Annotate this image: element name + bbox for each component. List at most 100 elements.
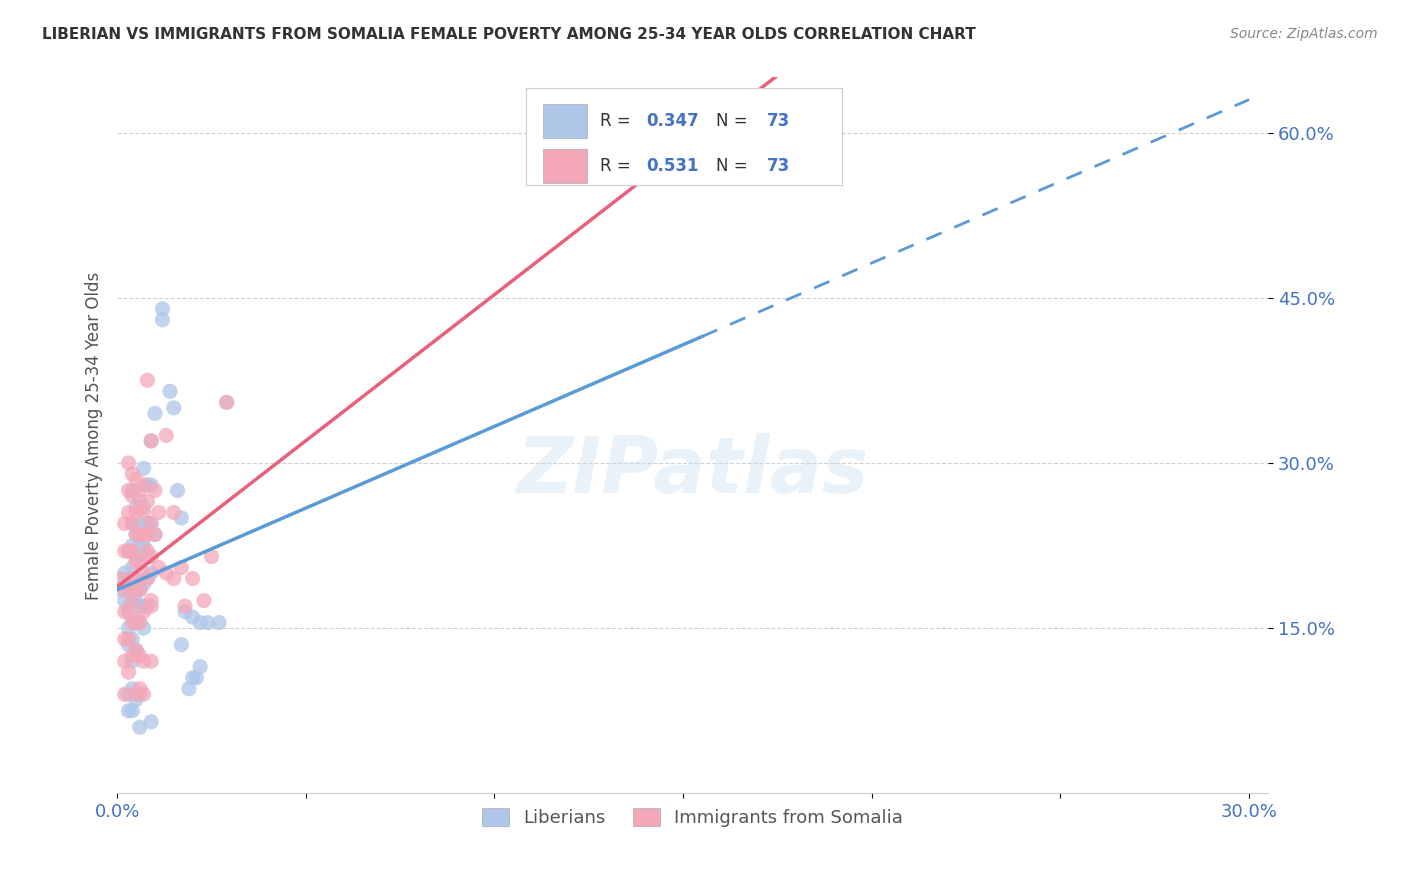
Text: R =: R = (600, 112, 637, 130)
Point (128, 615, 150, 630)
Point (117, 582, 139, 597)
Point (132, 577, 155, 591)
Point (136, 516, 159, 531)
Point (121, 648, 143, 663)
Point (128, 539, 150, 553)
FancyBboxPatch shape (543, 104, 586, 138)
Point (128, 582, 150, 597)
Point (117, 599, 139, 613)
Point (139, 714, 162, 729)
Point (188, 659, 211, 673)
Point (181, 671, 204, 685)
Point (148, 506, 170, 520)
Point (114, 566, 136, 580)
Point (174, 605, 197, 619)
Point (136, 549, 159, 564)
Point (152, 312, 174, 326)
Point (136, 572, 159, 586)
Text: LIBERIAN VS IMMIGRANTS FROM SOMALIA FEMALE POVERTY AMONG 25-34 YEAR OLDS CORRELA: LIBERIAN VS IMMIGRANTS FROM SOMALIA FEMA… (42, 27, 976, 42)
Point (121, 588, 143, 602)
Point (215, 395, 238, 409)
Point (170, 560, 193, 574)
Point (139, 478, 162, 492)
Point (117, 506, 139, 520)
Point (128, 494, 150, 508)
Text: N =: N = (716, 157, 752, 175)
Point (114, 654, 136, 668)
Point (125, 500, 148, 514)
Point (125, 692, 148, 706)
Point (128, 720, 150, 734)
Text: 0.347: 0.347 (647, 112, 699, 130)
Point (117, 456, 139, 470)
Point (121, 560, 143, 574)
Point (114, 632, 136, 647)
Point (128, 681, 150, 696)
Point (132, 500, 155, 514)
Point (200, 549, 222, 564)
Point (163, 572, 186, 586)
Point (136, 527, 159, 541)
Point (125, 643, 148, 657)
Point (181, 610, 204, 624)
Point (121, 544, 143, 558)
Text: 73: 73 (768, 112, 790, 130)
Point (125, 582, 148, 597)
Point (139, 593, 162, 607)
Text: Source: ZipAtlas.com: Source: ZipAtlas.com (1230, 27, 1378, 41)
Point (155, 428, 177, 442)
Point (143, 527, 166, 541)
Point (139, 516, 162, 531)
Point (114, 593, 136, 607)
Text: R =: R = (600, 157, 637, 175)
Point (121, 516, 143, 531)
Point (132, 605, 155, 619)
Point (121, 632, 143, 647)
Point (159, 384, 181, 399)
Point (121, 539, 143, 553)
Point (193, 593, 215, 607)
Point (114, 605, 136, 619)
Point (139, 434, 162, 448)
Point (117, 704, 139, 718)
Point (125, 687, 148, 701)
Point (163, 506, 186, 520)
Point (170, 511, 193, 525)
Point (121, 681, 143, 696)
Point (121, 615, 143, 630)
Point (110, 582, 132, 597)
Point (117, 572, 139, 586)
Point (125, 527, 148, 541)
Point (121, 704, 143, 718)
Point (117, 632, 139, 647)
Point (125, 549, 148, 564)
Point (114, 582, 136, 597)
Point (121, 467, 143, 481)
Point (186, 671, 208, 685)
Point (117, 687, 139, 701)
Point (117, 544, 139, 558)
Point (139, 599, 162, 613)
Point (139, 516, 162, 531)
Point (128, 687, 150, 701)
Point (143, 406, 166, 420)
Text: ZIPatlas: ZIPatlas (516, 434, 869, 509)
Point (139, 549, 162, 564)
Point (117, 605, 139, 619)
Point (117, 577, 139, 591)
Point (125, 615, 148, 630)
Point (132, 599, 155, 613)
Point (181, 572, 204, 586)
FancyBboxPatch shape (526, 88, 842, 185)
Point (114, 577, 136, 591)
Point (132, 539, 155, 553)
Point (136, 478, 159, 492)
Point (166, 483, 188, 498)
Point (143, 483, 166, 498)
Legend: Liberians, Immigrants from Somalia: Liberians, Immigrants from Somalia (475, 801, 911, 834)
Point (121, 572, 143, 586)
Point (117, 483, 139, 498)
Point (117, 621, 139, 635)
Point (132, 566, 155, 580)
Point (125, 572, 148, 586)
